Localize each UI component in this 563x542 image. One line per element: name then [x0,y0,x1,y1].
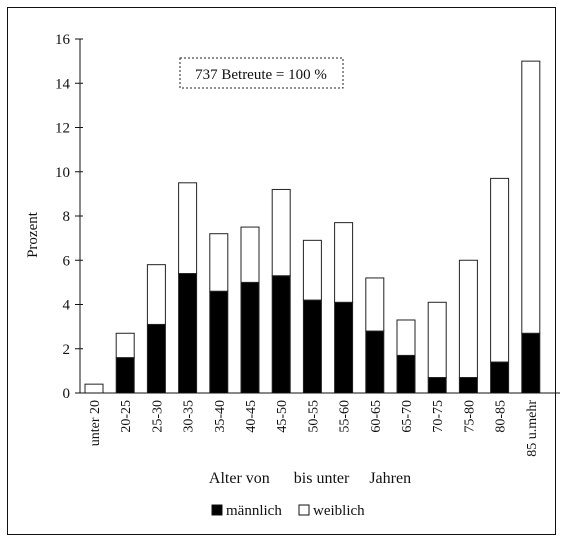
bar-segment-weiblich [271,188,291,277]
bar-segment-weiblich [302,239,322,301]
bar-segment-weiblich [365,277,385,332]
bar-segment-weiblich [146,264,166,325]
legend: männlich weiblich [211,503,365,519]
legend-swatch-weiblich [298,504,310,516]
y-tick-label: 16 [55,32,71,48]
annotation-box: 737 Betreute = 100 % [179,57,344,89]
bar-segment-weiblich [240,226,260,283]
y-tick-label: 2 [63,342,71,358]
bar-segment-maennlich [115,357,135,394]
bar-segment-weiblich [334,222,354,303]
annotation-text: 737 Betreute = 100 % [195,67,327,83]
y-tick-label: 12 [55,121,70,137]
bar-segment-weiblich [490,177,510,363]
y-tick-label: 8 [63,209,71,225]
x-tick-label: 80-85 [494,400,509,433]
bar-segment-maennlich [458,377,478,394]
y-tick-label: 4 [63,298,71,314]
x-tick-label: 60-65 [369,400,384,433]
x-tick-label: 40-45 [244,400,259,433]
bar-segment-maennlich [334,301,354,394]
x-tick-label: 25-30 [150,400,165,433]
bar-segment-weiblich [427,301,447,379]
x-tick-label: 20-25 [119,400,134,433]
x-tick-label: 70-75 [431,400,446,433]
bar-segment-weiblich [84,383,104,394]
x-tick-label: 55-60 [338,400,353,433]
bar-segment-maennlich [521,332,541,394]
x-tick-label: 85 u.mehr [525,400,540,457]
legend-label-weiblich: weiblich [313,503,365,519]
bar-segment-maennlich [396,354,416,394]
bar-segment-maennlich [302,299,322,394]
bar-segment-weiblich [396,319,416,356]
x-tick-label: 45-50 [275,400,290,433]
bar-segment-maennlich [146,323,166,394]
y-tick-label: 0 [63,386,71,402]
x-axis-label: Alter von bis unter Jahren [209,470,411,487]
bar-segment-maennlich [490,361,510,394]
bar-segment-maennlich [240,281,260,394]
bar-segment-maennlich [209,290,229,394]
y-tick-label: 6 [63,253,71,269]
bar-segment-weiblich [458,259,478,379]
bar-segment-weiblich [521,60,541,334]
x-tick-label: 35-40 [213,400,228,433]
x-tick-label: 30-35 [182,400,197,433]
bars [84,60,541,394]
y-tick-label: 14 [55,76,71,92]
y-tick-label: 10 [55,165,70,181]
bar-segment-maennlich [271,275,291,394]
x-tick-label: 65-70 [400,400,415,433]
y-axis-label: Prozent [25,211,41,258]
x-tick-label: unter 20 [88,400,103,446]
bar-segment-weiblich [178,182,198,275]
x-axis: unter 20 20-25 25-30 30-35 35-40 40-45 45-50 50… [80,392,560,457]
x-tick-label: 75-80 [462,400,477,433]
bar-segment-weiblich [209,233,229,292]
legend-label-maennlich: männlich [226,503,282,519]
y-axis: 0 2 4 6 8 10 12 14 16 [55,32,83,402]
bar-segment-maennlich [365,330,385,394]
x-tick-label: 50-55 [306,400,321,433]
bar-segment-maennlich [427,377,447,394]
legend-swatch-maennlich [211,504,223,516]
bar-segment-maennlich [178,273,198,394]
bar-segment-weiblich [115,332,135,359]
